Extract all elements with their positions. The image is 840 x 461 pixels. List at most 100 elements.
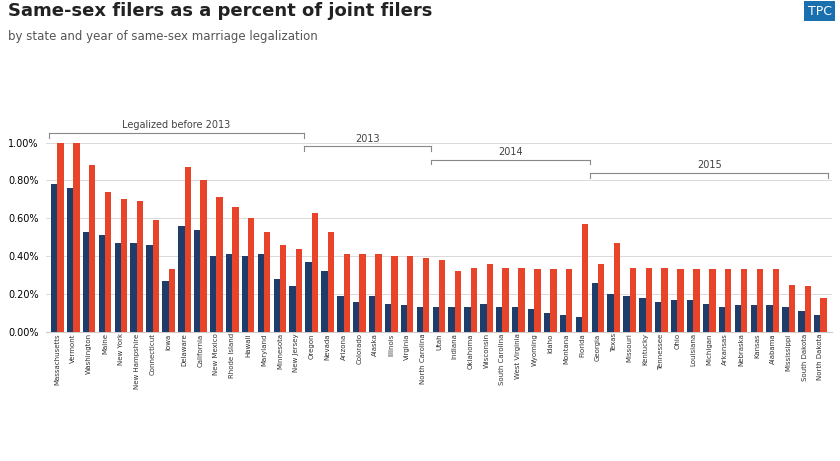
Bar: [391, 256, 397, 332]
Bar: [98, 236, 105, 332]
Bar: [105, 192, 112, 332]
Text: Legalized before 2013: Legalized before 2013: [123, 120, 231, 130]
Bar: [360, 254, 365, 332]
Text: 2015: 2015: [697, 160, 722, 170]
Bar: [528, 309, 534, 332]
Bar: [353, 301, 360, 332]
Bar: [280, 245, 286, 332]
Bar: [543, 313, 550, 332]
Bar: [550, 269, 557, 332]
Bar: [369, 296, 375, 332]
Bar: [798, 311, 805, 332]
Bar: [693, 269, 700, 332]
Bar: [439, 260, 445, 332]
Bar: [789, 284, 795, 332]
Bar: [719, 307, 725, 332]
Text: 2013: 2013: [355, 134, 380, 143]
Bar: [496, 307, 502, 332]
Bar: [130, 243, 137, 332]
Bar: [591, 283, 598, 332]
Bar: [51, 184, 57, 332]
Bar: [375, 254, 381, 332]
Bar: [766, 305, 773, 332]
Bar: [121, 199, 128, 332]
Bar: [750, 305, 757, 332]
Bar: [449, 307, 454, 332]
Bar: [741, 269, 748, 332]
Bar: [607, 294, 614, 332]
Bar: [518, 267, 525, 332]
Bar: [67, 188, 73, 332]
Bar: [321, 272, 328, 332]
Bar: [646, 267, 652, 332]
Bar: [344, 254, 350, 332]
Bar: [655, 301, 661, 332]
Bar: [433, 307, 439, 332]
Bar: [274, 279, 280, 332]
Bar: [486, 264, 493, 332]
Bar: [630, 267, 636, 332]
Bar: [454, 272, 461, 332]
Bar: [210, 256, 217, 332]
Bar: [162, 281, 169, 332]
Bar: [407, 256, 413, 332]
Bar: [725, 269, 732, 332]
Bar: [782, 307, 789, 332]
Bar: [677, 269, 684, 332]
Bar: [566, 269, 572, 332]
Bar: [248, 219, 255, 332]
Bar: [534, 269, 541, 332]
Bar: [575, 317, 582, 332]
Bar: [83, 231, 89, 332]
Bar: [89, 165, 96, 332]
Bar: [423, 258, 429, 332]
Bar: [146, 245, 153, 332]
Text: Same-sex filers as a percent of joint filers: Same-sex filers as a percent of joint fi…: [8, 2, 433, 20]
Bar: [559, 315, 566, 332]
Bar: [169, 269, 175, 332]
Bar: [582, 224, 588, 332]
Bar: [264, 231, 270, 332]
Bar: [735, 305, 741, 332]
Bar: [57, 142, 64, 332]
Bar: [661, 267, 668, 332]
Bar: [137, 201, 143, 332]
Bar: [328, 231, 334, 332]
Bar: [401, 305, 407, 332]
Bar: [512, 307, 518, 332]
Bar: [709, 269, 716, 332]
Bar: [217, 197, 223, 332]
Bar: [821, 298, 827, 332]
Bar: [232, 207, 239, 332]
Bar: [805, 286, 811, 332]
Bar: [814, 315, 821, 332]
Bar: [671, 300, 677, 332]
Bar: [185, 167, 191, 332]
Bar: [639, 298, 646, 332]
Bar: [153, 220, 159, 332]
Bar: [470, 267, 477, 332]
Bar: [417, 307, 423, 332]
Text: 2014: 2014: [498, 147, 522, 157]
Bar: [773, 269, 780, 332]
Bar: [703, 303, 709, 332]
Bar: [312, 213, 318, 332]
Bar: [502, 267, 509, 332]
Bar: [337, 296, 344, 332]
Bar: [306, 262, 312, 332]
Bar: [226, 254, 232, 332]
Bar: [290, 286, 296, 332]
Bar: [194, 230, 201, 332]
Bar: [201, 180, 207, 332]
Bar: [73, 142, 80, 332]
Text: TPC: TPC: [807, 5, 832, 18]
Bar: [687, 300, 693, 332]
Bar: [258, 254, 264, 332]
Bar: [757, 269, 764, 332]
Bar: [598, 264, 604, 332]
Bar: [296, 248, 302, 332]
Bar: [242, 256, 248, 332]
Bar: [385, 303, 391, 332]
Bar: [465, 307, 470, 332]
Text: by state and year of same-sex marriage legalization: by state and year of same-sex marriage l…: [8, 30, 318, 43]
